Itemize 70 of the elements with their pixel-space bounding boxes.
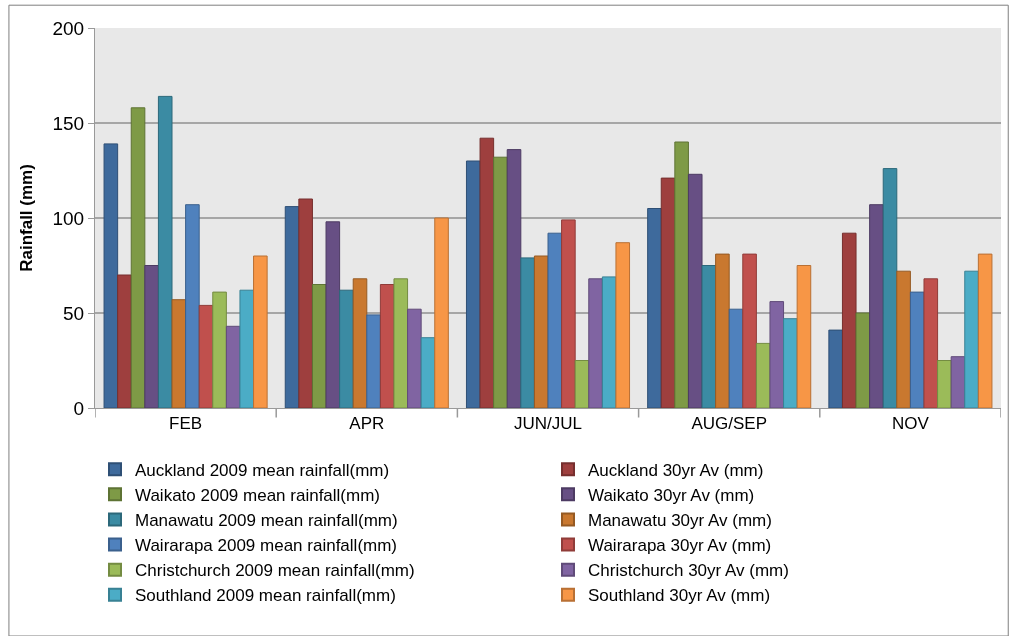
y-tick-label: 0 [73, 397, 85, 419]
bar [882, 168, 898, 408]
bar [950, 356, 966, 408]
bar [769, 301, 785, 408]
bar [506, 149, 522, 408]
bar [615, 242, 631, 408]
bar [855, 312, 871, 408]
bar [298, 198, 313, 408]
y-tick-label: 200 [52, 17, 85, 39]
x-tick-label: APR [349, 414, 385, 434]
bar [715, 253, 730, 408]
y-axis-title: Rainfall (mm) [17, 164, 37, 272]
bar [796, 265, 812, 408]
legend-label: Manawatu 30yr Av (mm) [588, 511, 772, 531]
legend-label: Christchurch 30yr Av (mm) [588, 561, 789, 581]
bar [588, 278, 603, 408]
x-tick-label: FEB [169, 414, 203, 434]
bar [909, 291, 925, 408]
bar [828, 329, 843, 408]
bar [647, 208, 662, 408]
bar [130, 107, 146, 408]
legend-label: Manawatu 2009 mean rainfall(mm) [135, 511, 398, 531]
legend-label: Auckland 2009 mean rainfall(mm) [135, 460, 390, 480]
bar [479, 137, 495, 408]
y-tick-label: 100 [52, 207, 85, 229]
bar [923, 278, 939, 408]
bar [144, 265, 159, 408]
bar [783, 318, 798, 408]
x-tick-label: AUG/SEP [691, 414, 767, 434]
legend-label: Southland 2009 mean rainfall(mm) [135, 586, 396, 606]
bar [212, 291, 227, 408]
bar [674, 141, 689, 408]
bar [393, 278, 409, 408]
bar [117, 274, 132, 408]
bar [185, 204, 200, 408]
legend-label: Waikato 2009 mean rainfall(mm) [135, 485, 381, 505]
bar [869, 204, 884, 408]
bar [977, 253, 993, 408]
bar [547, 232, 563, 408]
bar [352, 278, 368, 408]
bar [841, 232, 857, 408]
bar [325, 221, 341, 408]
bar [157, 95, 173, 408]
bar [964, 270, 979, 408]
bar [520, 257, 535, 408]
legend-label: Southland 30yr Av (mm) [588, 586, 771, 606]
legend-label: Wairarapa 2009 mean rainfall(mm) [135, 536, 398, 556]
bar [366, 314, 381, 408]
y-tick-label: 50 [63, 302, 85, 324]
legend-label: Auckland 30yr Av (mm) [588, 460, 764, 480]
bar [687, 173, 703, 408]
bar [103, 143, 119, 408]
bar [339, 289, 354, 408]
legend-label: Wairarapa 30yr Av (mm) [588, 536, 772, 556]
bar [434, 217, 449, 408]
y-tick-label: 150 [52, 112, 85, 134]
bar [253, 255, 268, 408]
bar [742, 253, 757, 408]
x-tick-label: JUN/JUL [513, 414, 583, 434]
bar [407, 308, 422, 408]
legend-label: Christchurch 2009 mean rainfall(mm) [135, 561, 415, 581]
legend-label: Waikato 30yr Av (mm) [588, 485, 755, 505]
x-tick-label: NOV [891, 414, 930, 434]
bar [937, 360, 952, 408]
bar [701, 265, 717, 408]
bar [561, 219, 576, 408]
bar [239, 289, 255, 408]
bar [493, 156, 508, 408]
bar [171, 299, 187, 408]
bar [896, 270, 911, 408]
